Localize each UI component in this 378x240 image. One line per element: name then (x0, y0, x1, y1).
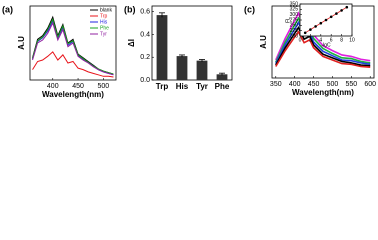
series-line (275, 20, 371, 66)
bar (196, 60, 208, 80)
y-tick-label: 0.4 (140, 31, 150, 38)
y-tick-label: 200 (290, 33, 299, 39)
y-axis-label: A.U (259, 35, 268, 49)
x-axis-label: Wavelength(nm) (292, 88, 354, 97)
y-tick-label: 250 (290, 23, 299, 29)
point (345, 5, 349, 9)
x-tick-label: 0 (299, 37, 302, 43)
y-axis-label: A.U (17, 36, 26, 50)
figure: (a)400 450 500Wavelength(nm)A.UblankTrpHis… (2, 1, 376, 99)
point (329, 15, 333, 19)
x-tick-label: 550 (345, 81, 357, 88)
x-tick-label: 450 (72, 83, 84, 90)
legend-label: blank (100, 7, 112, 13)
series-line (32, 51, 114, 78)
y-tick-label: 275 (290, 17, 299, 23)
x-tick-label: 2 (309, 37, 312, 43)
plot-frame (151, 5, 233, 81)
x-tick-label: 400 (47, 83, 59, 90)
series-line (275, 30, 371, 68)
panel-label: (a) (2, 4, 13, 14)
point (335, 12, 338, 15)
bar (156, 15, 168, 80)
y-tick-label: 325 (290, 7, 299, 13)
x-axis-label: Wavelength(nm) (42, 90, 104, 99)
legend-label: Tyr (100, 31, 107, 37)
x-axis-label: -lgC (321, 42, 331, 48)
series-line (275, 16, 371, 64)
x-tick-label: 400 (289, 81, 301, 88)
y-tick-label: 0.6 (140, 9, 150, 16)
point (303, 31, 307, 35)
x-tick-label: 10 (349, 37, 355, 43)
point (340, 9, 343, 12)
plot-frame (29, 5, 117, 81)
x-tick-label: 8 (340, 37, 343, 43)
x-tick-label: Tyr (196, 82, 208, 91)
y-tick-label: 0.2 (140, 54, 150, 61)
x-tick-label: 6 (330, 37, 333, 43)
bar (176, 56, 188, 80)
y-tick-label: 350 (290, 1, 299, 7)
x-tick-label: 500 (327, 81, 339, 88)
x-tick-label: 450 (308, 81, 320, 88)
x-tick-label: Trp (156, 82, 169, 91)
y-axis-label: FL (285, 17, 291, 23)
bar (216, 74, 228, 80)
panel-label: (b) (124, 4, 136, 14)
x-tick-label: Phe (215, 82, 230, 91)
x-tick-label: 4 (319, 37, 322, 43)
point (324, 18, 328, 22)
legend-label: Trp (100, 13, 108, 19)
x-tick-label: His (176, 82, 189, 91)
legend-label: His (100, 19, 108, 25)
point (319, 21, 323, 25)
x-tick-label: 500 (98, 83, 110, 90)
series-line (32, 17, 114, 75)
point (314, 25, 317, 28)
y-tick-label: 0.0 (140, 77, 150, 84)
panel-label: (c) (244, 4, 255, 14)
series-line (275, 25, 371, 67)
x-tick-label: 350 (270, 81, 282, 88)
point (309, 28, 312, 31)
y-tick-label: 225 (290, 28, 299, 34)
series-line (32, 21, 114, 76)
x-tick-label: 600 (364, 81, 376, 88)
y-tick-label: 300 (290, 12, 299, 18)
legend-label: Phe (100, 25, 109, 31)
y-axis-label: ΔI (127, 39, 136, 47)
